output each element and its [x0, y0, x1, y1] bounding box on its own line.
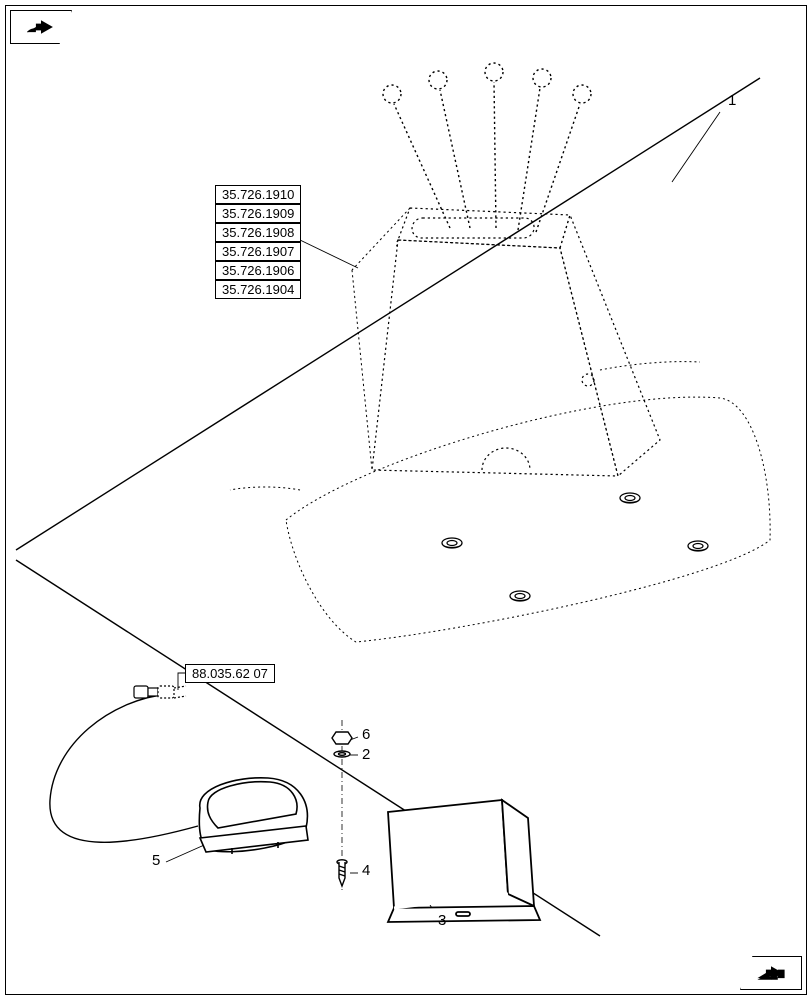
- part-ref: 35.726.1909: [215, 204, 301, 223]
- part-ref: 35.726.1904: [215, 280, 301, 299]
- part-ref: 35.726.1908: [215, 223, 301, 242]
- part-ref: 35.726.1907: [215, 242, 301, 261]
- callout-4: 4: [362, 862, 370, 879]
- callout-2: 2: [362, 746, 370, 763]
- part-ref: 35.726.1906: [215, 261, 301, 280]
- part-ref: 35.726.1910: [215, 185, 301, 204]
- parts-diagram: [0, 0, 812, 1000]
- callout-6: 6: [362, 726, 370, 743]
- callout-1: 1: [728, 92, 736, 109]
- callout-3: 3: [438, 912, 446, 929]
- part-reference-stack: 35.726.1910 35.726.1909 35.726.1908 35.7…: [215, 185, 301, 299]
- callout-5: 5: [152, 852, 160, 869]
- part-reference: 88.035.62 07: [185, 664, 275, 683]
